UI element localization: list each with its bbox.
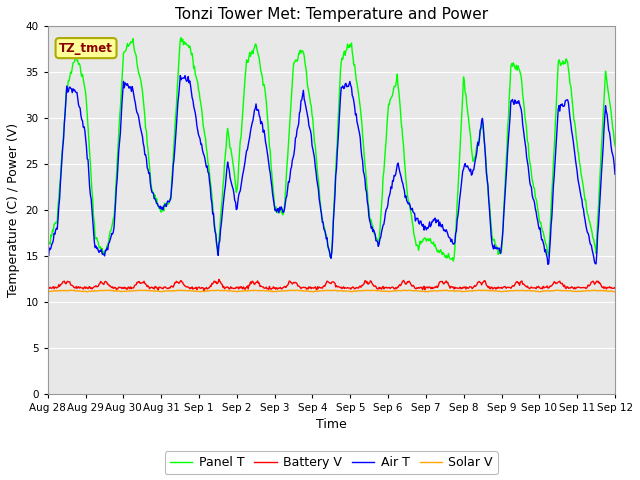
Panel T [418,239,426,244]
Battery V [113,287,120,292]
Battery V [215,276,223,282]
Solar V [417,288,425,294]
Battery V [44,286,52,292]
Solar V [200,288,208,294]
Text: TZ_tmet: TZ_tmet [59,42,113,55]
Air T [611,171,619,177]
Panel T [401,166,409,172]
Battery V [419,287,426,292]
Air T [44,251,52,257]
Line: Solar V: Solar V [48,290,615,292]
Panel T [54,204,62,209]
Battery V [402,281,410,287]
Battery V [54,284,62,290]
Panel T [170,143,178,148]
Panel T [201,132,209,138]
Panel T [177,35,185,41]
Line: Air T: Air T [48,75,615,264]
Air T [544,262,552,267]
Air T [170,156,178,162]
Air T [201,155,209,161]
Solar V [611,289,619,295]
Solar V [442,287,450,293]
Battery V [201,286,209,291]
Solar V [536,289,544,295]
Battery V [200,288,208,294]
Battery V [611,285,619,290]
Solar V [54,288,62,294]
Panel T [611,143,619,149]
X-axis label: Time: Time [316,418,347,431]
Battery V [170,282,178,288]
Solar V [170,288,178,293]
Panel T [449,258,457,264]
Panel T [113,172,120,178]
Solar V [401,288,408,293]
Line: Battery V: Battery V [48,279,615,291]
Legend: Panel T, Battery V, Air T, Solar V: Panel T, Battery V, Air T, Solar V [165,451,498,474]
Panel T [44,246,52,252]
Solar V [44,289,52,295]
Y-axis label: Temperature (C) / Power (V): Temperature (C) / Power (V) [7,123,20,297]
Solar V [113,288,120,294]
Title: Tonzi Tower Met: Temperature and Power: Tonzi Tower Met: Temperature and Power [175,7,488,22]
Air T [401,194,409,200]
Air T [54,216,62,222]
Line: Panel T: Panel T [48,38,615,261]
Air T [177,72,184,78]
Air T [113,184,120,190]
Air T [418,222,426,228]
